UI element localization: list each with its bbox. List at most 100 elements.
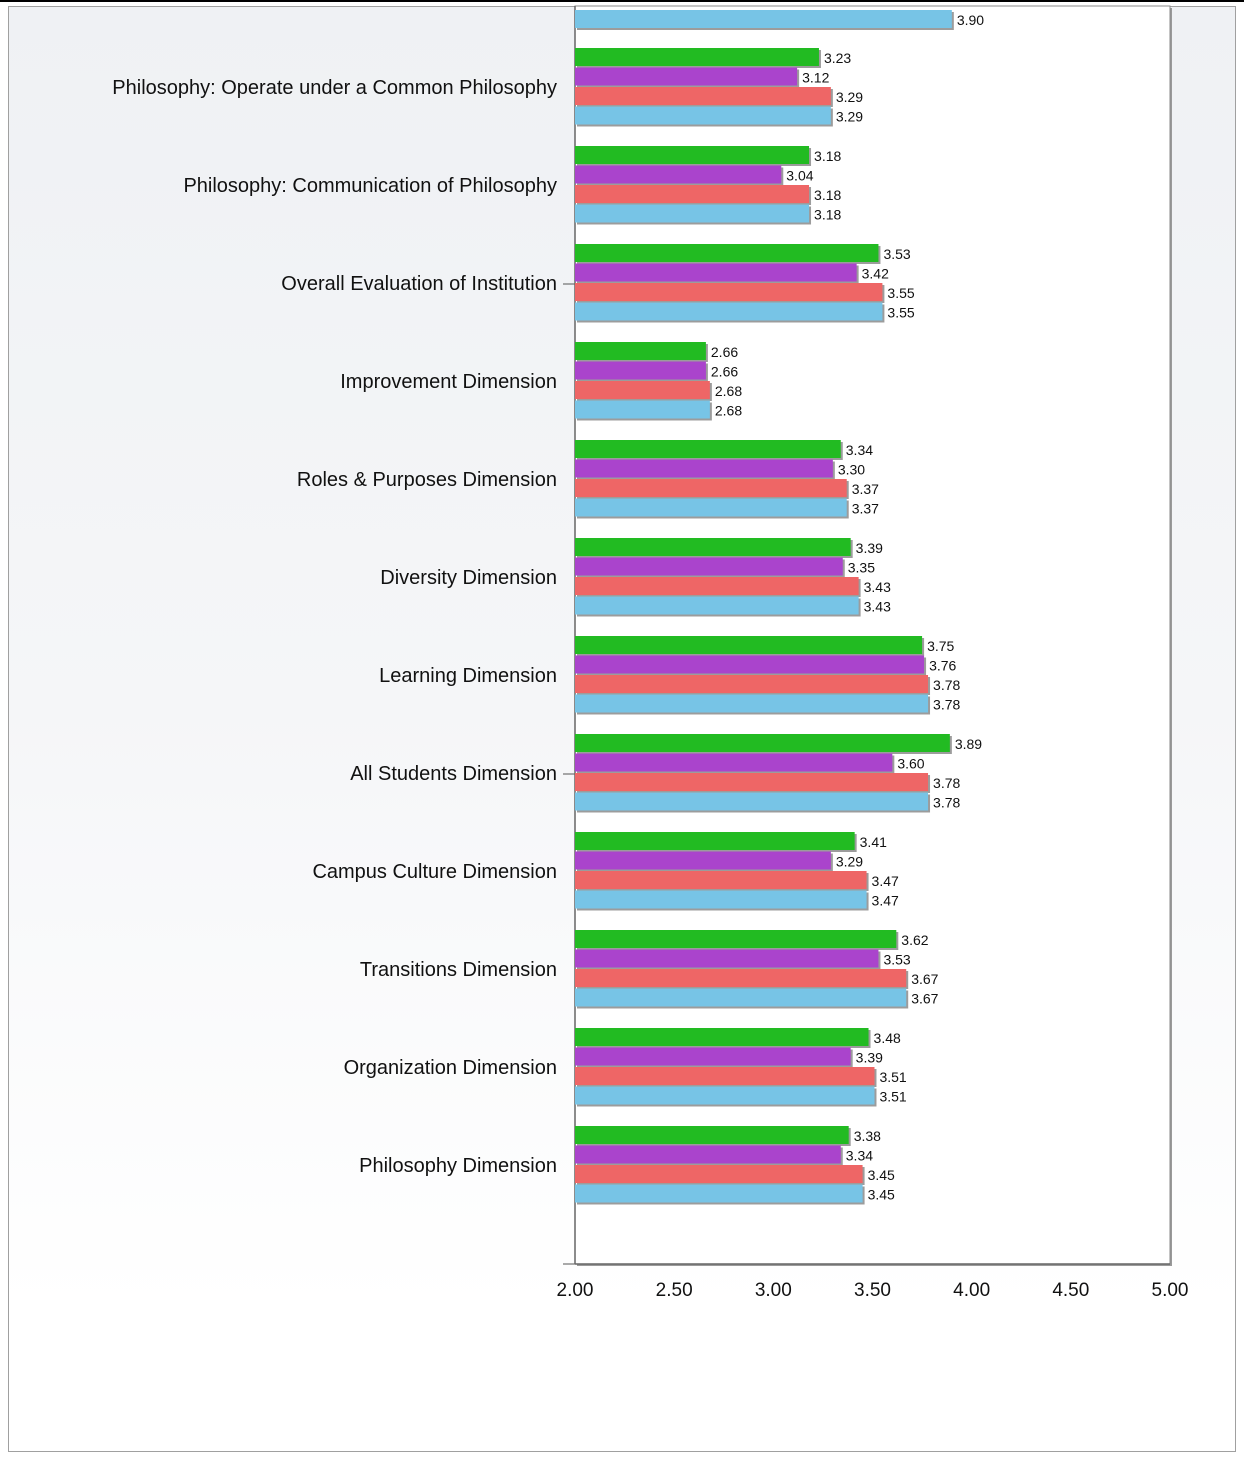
bar-0 bbox=[575, 930, 897, 948]
bar-0 bbox=[575, 146, 810, 164]
bar-3 bbox=[575, 498, 847, 517]
value-label: 3.34 bbox=[846, 442, 873, 458]
value-label: 3.39 bbox=[856, 1050, 883, 1066]
value-label-bg bbox=[926, 638, 959, 653]
value-label: 3.78 bbox=[933, 697, 960, 713]
value-label-bg bbox=[928, 657, 961, 673]
value-label-bg bbox=[886, 285, 919, 300]
bar-2 bbox=[575, 283, 883, 301]
bar-2 bbox=[575, 871, 867, 889]
bars bbox=[575, 10, 954, 1205]
value-label-bg bbox=[813, 206, 846, 222]
bar-0 bbox=[575, 538, 851, 556]
value-label-bg bbox=[850, 481, 883, 496]
value-label: 3.90 bbox=[957, 12, 984, 28]
bar-1 bbox=[575, 1145, 841, 1164]
value-label-bg bbox=[910, 990, 943, 1006]
bar-1 bbox=[575, 165, 782, 184]
bar-0 bbox=[575, 342, 706, 360]
value-label: 3.29 bbox=[836, 854, 863, 870]
value-label: 2.66 bbox=[711, 344, 738, 360]
value-label: 3.47 bbox=[872, 873, 899, 889]
value-label-bg bbox=[713, 402, 746, 418]
value-label-bg bbox=[713, 383, 746, 398]
value-label-bg bbox=[886, 304, 919, 320]
bar-2 bbox=[575, 1165, 863, 1183]
category-label: Roles & Purposes Dimension bbox=[297, 469, 557, 491]
bar-3 bbox=[575, 596, 859, 615]
value-label: 3.18 bbox=[814, 207, 841, 223]
value-label: 3.76 bbox=[929, 658, 956, 674]
value-label-bg bbox=[860, 265, 893, 281]
x-tick-label: 2.50 bbox=[656, 1280, 693, 1301]
bar-3 bbox=[575, 1184, 863, 1203]
value-label-bg bbox=[822, 50, 855, 65]
value-label: 3.78 bbox=[933, 677, 960, 693]
value-label-bg bbox=[896, 755, 929, 771]
bar-3 bbox=[575, 204, 810, 223]
value-label: 3.30 bbox=[838, 462, 865, 478]
value-label-bg bbox=[834, 89, 867, 104]
value-label: 2.68 bbox=[715, 383, 742, 399]
value-label-bg bbox=[834, 108, 867, 124]
bar-0 bbox=[575, 734, 950, 752]
bar-0 bbox=[575, 244, 879, 262]
bar-1 bbox=[575, 361, 706, 380]
category-label: Diversity Dimension bbox=[380, 567, 557, 589]
value-label-bg bbox=[900, 932, 933, 947]
bar-3 bbox=[575, 1086, 875, 1105]
value-label: 3.29 bbox=[836, 109, 863, 125]
value-label: 2.66 bbox=[711, 364, 738, 380]
bar-3 bbox=[575, 302, 883, 321]
bar-3 bbox=[575, 890, 867, 909]
value-label: 3.60 bbox=[897, 756, 924, 772]
value-label: 3.78 bbox=[933, 795, 960, 811]
value-label-bg bbox=[709, 344, 742, 359]
value-label-bg bbox=[882, 246, 915, 261]
value-label-bg bbox=[834, 853, 867, 869]
value-label: 3.38 bbox=[854, 1128, 881, 1144]
value-label: 3.37 bbox=[852, 501, 879, 517]
value-label-bg bbox=[854, 540, 887, 555]
value-label: 3.47 bbox=[872, 893, 899, 909]
value-label: 3.51 bbox=[879, 1089, 906, 1105]
bar-3 bbox=[575, 400, 710, 419]
value-label: 2.68 bbox=[715, 403, 742, 419]
value-label: 3.43 bbox=[864, 579, 891, 595]
value-label-bg bbox=[866, 1186, 899, 1202]
bar-2 bbox=[575, 969, 907, 987]
value-label: 3.48 bbox=[874, 1030, 901, 1046]
bar-1 bbox=[575, 949, 879, 968]
value-label-bg bbox=[709, 363, 742, 379]
category-label: Learning Dimension bbox=[379, 665, 557, 687]
category-label: Philosophy Dimension bbox=[359, 1155, 557, 1177]
value-label-bg bbox=[854, 1049, 887, 1065]
value-label: 3.45 bbox=[868, 1167, 895, 1183]
value-label-bg bbox=[932, 775, 965, 790]
bar-1 bbox=[575, 1047, 851, 1066]
bar-2 bbox=[575, 479, 847, 497]
value-label: 3.89 bbox=[955, 736, 982, 752]
bar-2 bbox=[575, 675, 929, 693]
value-label-bg bbox=[862, 579, 895, 594]
bar-1 bbox=[575, 753, 893, 772]
value-label-bg bbox=[844, 1147, 877, 1163]
labels: 2.00 2.50 3.00 3.50 4.00 4.50 5.00 3.90 3.23 3.12… bbox=[112, 12, 1188, 1301]
value-label: 3.18 bbox=[814, 148, 841, 164]
bar-1 bbox=[575, 557, 843, 576]
value-label-bg bbox=[862, 598, 895, 614]
value-label-bg bbox=[850, 500, 883, 516]
bar-3 bbox=[575, 988, 907, 1007]
category-label: Philosophy: Operate under a Common Philo… bbox=[112, 77, 557, 99]
value-label: 3.78 bbox=[933, 775, 960, 791]
value-label-bg bbox=[813, 148, 846, 163]
category-label: Philosophy: Communication of Philosophy bbox=[183, 175, 557, 197]
value-label-bg bbox=[836, 461, 869, 477]
value-label-bg bbox=[878, 1088, 911, 1104]
value-label: 3.12 bbox=[802, 70, 829, 86]
value-label: 3.29 bbox=[836, 89, 863, 105]
bar-0 bbox=[575, 636, 923, 654]
x-tick-label: 4.50 bbox=[1052, 1280, 1089, 1301]
value-label-bg bbox=[882, 951, 915, 967]
value-label: 3.51 bbox=[879, 1069, 906, 1085]
